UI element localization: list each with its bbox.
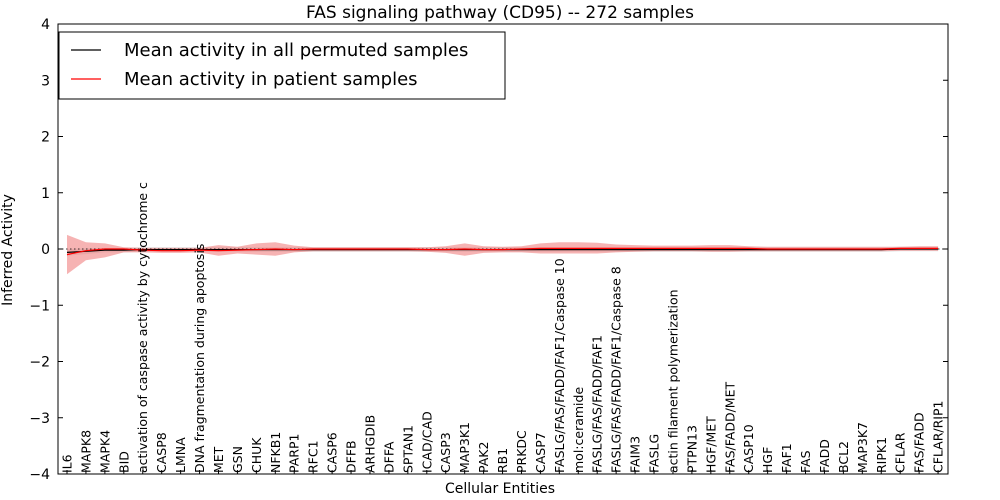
x-tick-label: FASLG [647, 434, 662, 473]
x-tick-label: IL6 [60, 454, 75, 473]
x-tick-label: actin filament polymerization [666, 289, 681, 473]
x-tick-label: RIPK1 [874, 437, 889, 473]
x-tick-label: FAS/FADD/MET [722, 382, 737, 473]
x-tick-label: FAS [798, 450, 813, 473]
x-tick-label: NFKB1 [268, 432, 283, 473]
x-tick-label: CASP3 [438, 432, 453, 473]
x-tick-label: CASP10 [741, 424, 756, 473]
y-tick-label: −2 [29, 355, 50, 371]
legend-label-patient: Mean activity in patient samples [124, 69, 418, 90]
x-tick-label: FAF1 [779, 443, 794, 473]
x-tick-label: CASP6 [325, 432, 340, 473]
x-tick-label: PTPN13 [684, 425, 699, 473]
x-tick-label: DNA fragmentation during apoptosis [192, 244, 207, 473]
legend-label-permuted: Mean activity in all permuted samples [124, 40, 468, 61]
x-tick-label: SPTAN1 [400, 425, 415, 473]
y-tick-label: 2 [41, 130, 50, 146]
x-tick-label: FAS/FADD [912, 412, 927, 473]
x-tick-label: DFFB [344, 440, 359, 473]
x-tick-label: MET [211, 446, 226, 473]
x-tick-label: BID [116, 451, 131, 473]
x-tick-label: CASP7 [533, 432, 548, 473]
y-tick-label: −3 [29, 411, 50, 427]
x-tick-label: MAPK8 [78, 430, 93, 473]
x-tick-label: ICAD/CAD [419, 411, 434, 473]
x-tick-label: FADD [817, 439, 832, 473]
legend-box [58, 31, 506, 100]
patient-band [67, 234, 939, 275]
x-tick-label: FASLG/FAS/FADD/FAF1/Caspase 8 [609, 266, 624, 473]
x-tick-label: FASLG/FAS/FADD/FAF1/Caspase 10 [552, 258, 567, 473]
x-tick-label: MAP3K7 [855, 422, 870, 473]
chart-title: FAS signaling pathway (CD95) -- 272 samp… [306, 3, 694, 23]
x-tick-label: RB1 [495, 448, 510, 473]
x-tick-label: BCL2 [836, 441, 851, 473]
x-tick-label: CFLAR/RIP1 [931, 401, 946, 473]
x-tick-label: HGF/MET [703, 416, 718, 473]
x-tick-label: PARP1 [287, 434, 302, 473]
legend: Mean activity in all permuted samples Me… [58, 31, 506, 100]
x-tick-label: RFC1 [306, 440, 321, 473]
x-tick-label: PRKDC [514, 430, 529, 473]
y-tick-label: 1 [41, 186, 50, 202]
x-tick-label: mol:ceramide [571, 387, 586, 473]
x-axis-label: Cellular Entities [445, 481, 555, 497]
y-tick-label: −4 [29, 467, 50, 483]
y-tick-label: 3 [41, 73, 50, 89]
x-tick-label: activation of caspase activity by cytoch… [135, 182, 150, 473]
y-axis-label: Inferred Activity [0, 194, 16, 306]
x-tick-label: CASP8 [154, 432, 169, 473]
series-line-patient [66, 247, 939, 256]
x-tick-label: GSN [230, 446, 245, 473]
x-tick-label: FAIM3 [628, 436, 643, 473]
y-tick-label: 0 [41, 242, 50, 258]
x-tick-label: MAPK4 [97, 430, 112, 473]
x-tick-label: HGF [760, 447, 775, 473]
x-tick-label: PAK2 [476, 442, 491, 473]
y-tick-label: 4 [41, 17, 50, 33]
x-tick-label: DFFA [381, 441, 396, 473]
y-tick-label: −1 [29, 298, 50, 314]
x-tick-label: LMNA [173, 437, 188, 473]
x-tick-label: CHUK [249, 437, 264, 473]
x-tick-label: ARHGDIB [363, 415, 378, 473]
x-tick-label: MAP3K1 [457, 422, 472, 473]
x-tick-label: CFLAR [893, 432, 908, 473]
plot-area: −4 −3 −2 −1 0 1 2 3 4 IL6 MAPK8 MAPK4 BID activation … [29, 17, 949, 483]
x-tick-label: FASLG/FAS/FADD/FAF1 [590, 335, 605, 473]
